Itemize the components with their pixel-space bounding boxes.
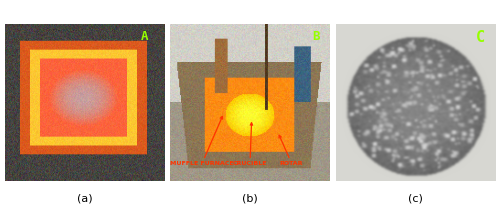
Text: (a): (a): [76, 192, 92, 202]
Text: CRUCIBLE: CRUCIBLE: [233, 123, 267, 166]
Text: ROTAR: ROTAR: [279, 136, 303, 166]
Text: (c): (c): [408, 192, 423, 202]
Text: MUFFLE FURNACE: MUFFLE FURNACE: [170, 117, 234, 166]
Text: C: C: [476, 29, 486, 44]
Text: A: A: [140, 29, 148, 42]
Text: B: B: [312, 29, 320, 42]
Text: (b): (b): [242, 192, 258, 202]
